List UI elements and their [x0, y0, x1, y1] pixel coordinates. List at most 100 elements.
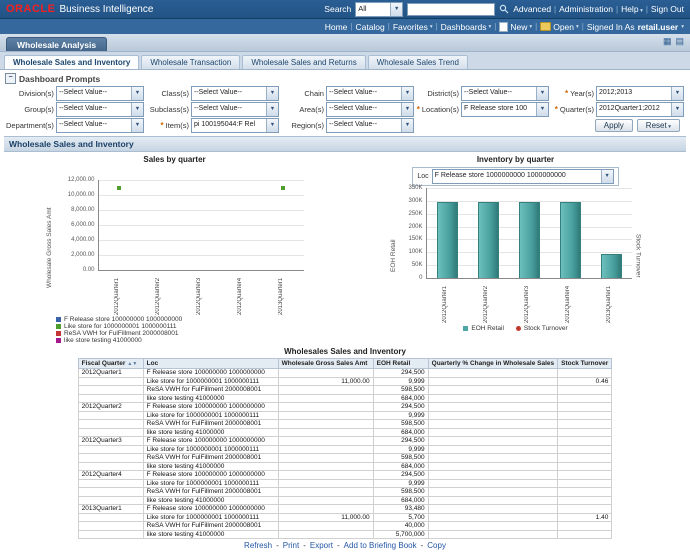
- y-tick: 200K: [408, 223, 423, 230]
- cell: [427, 402, 559, 412]
- printer-icon[interactable]: ▤: [675, 36, 684, 46]
- apply-button[interactable]: Apply: [594, 118, 633, 132]
- prompt-field-group-s: Group(s) --Select Value-- ▼: [6, 101, 144, 117]
- dashboard-prompts: Division(s) --Select Value-- ▼ Class(s) --Se…: [4, 85, 686, 136]
- table-row: like store testing 41000000 5,700,000: [77, 529, 613, 539]
- legend-label: ReSA VWH for FulFillment 2000008001: [64, 330, 179, 337]
- cell: [277, 478, 374, 488]
- prompt-select-area-s[interactable]: --Select Value-- ▼: [325, 101, 414, 117]
- loc-prompt-row: Loc F Release store 1000000000 100000000…: [345, 167, 686, 186]
- cell: [277, 368, 374, 378]
- app-header: ORACLE Business Intelligence Search All …: [0, 0, 690, 34]
- nav-dashboards[interactable]: Dashboards ▾: [440, 21, 492, 32]
- loc-select[interactable]: F Release store 1000000000 1000000000 ▼: [431, 169, 614, 184]
- separator: -: [420, 541, 424, 550]
- y-tick: 150K: [408, 236, 423, 243]
- dashboard-toolbar: ▦ ▤: [663, 36, 684, 47]
- footer-link-copy[interactable]: Copy: [427, 541, 446, 550]
- chevron-down-icon: ▾: [638, 8, 643, 14]
- column-header-loc: Loc: [142, 358, 279, 369]
- tab-wholesale-sales-and-inventory[interactable]: Wholesale Sales and Inventory: [4, 55, 140, 69]
- header-link-advanced[interactable]: Advanced: [513, 4, 552, 14]
- cell: [557, 453, 613, 463]
- dashboard-tab[interactable]: Wholesale Analysis: [6, 37, 108, 51]
- nav-open[interactable]: Open ▾: [540, 22, 579, 32]
- cell: [277, 453, 374, 463]
- selected-value: --Select Value--: [58, 120, 108, 128]
- plot-area: [97, 180, 304, 271]
- collapse-icon[interactable]: −: [5, 73, 16, 84]
- reset-button[interactable]: Reset ▾: [636, 118, 680, 132]
- x-axis-label: 2013Quarter1: [278, 277, 284, 315]
- search-scope-select[interactable]: All ▼: [355, 1, 404, 17]
- cell: 598,500: [372, 487, 429, 497]
- cell: [427, 444, 559, 454]
- prompt-select-department-s[interactable]: --Select Value-- ▼: [55, 117, 144, 133]
- header-link-administration[interactable]: Administration: [559, 4, 613, 14]
- nav-home[interactable]: Home: [324, 21, 348, 32]
- legend-item: ReSA VWH for FulFillment 2000008001: [56, 330, 345, 337]
- y-tick: 2,000.00: [71, 252, 95, 258]
- prompt-select-class-s[interactable]: --Select Value-- ▼: [190, 85, 279, 101]
- prompt-select-item-s[interactable]: pi 100195044:F Rel ▼: [190, 117, 279, 133]
- header-link-help[interactable]: Help ▾: [621, 4, 643, 14]
- header-link-sign-out[interactable]: Sign Out: [650, 4, 684, 14]
- tab-wholesale-sales-trend[interactable]: Wholesale Sales Trend: [367, 55, 468, 69]
- cell: [427, 410, 559, 420]
- sort-icons[interactable]: ▲▼: [127, 361, 138, 367]
- cell: [277, 444, 374, 454]
- required-marker: *: [416, 104, 420, 114]
- user-menu[interactable]: retail.user: [637, 21, 679, 32]
- nav-new[interactable]: New ▾: [499, 21, 532, 32]
- tab-wholesale-transaction[interactable]: Wholesale Transaction: [141, 55, 241, 69]
- selected-value: --Select Value--: [58, 104, 108, 112]
- legend-swatch: [463, 326, 469, 331]
- search-input[interactable]: [407, 2, 496, 16]
- separator: -: [303, 541, 306, 550]
- tab-wholesale-sales-and-returns[interactable]: Wholesale Sales and Returns: [242, 55, 366, 69]
- prompt-select-location-s[interactable]: F Release store 100 ▼: [460, 101, 549, 117]
- cell: F Release store 100000000 1000000000: [142, 470, 279, 480]
- cell: [427, 487, 559, 497]
- search-icon[interactable]: [499, 4, 509, 14]
- x-axis-label: 2012Quarter1: [114, 277, 120, 315]
- prompt-select-region-s[interactable]: --Select Value-- ▼: [325, 117, 414, 133]
- prompt-label: Group(s): [24, 104, 54, 114]
- gridline: [98, 195, 304, 196]
- fiscal-quarter-cell: [77, 376, 144, 386]
- prompt-select-quarter-s[interactable]: 2012Quarter1;2012 ▼: [596, 101, 684, 117]
- page-options-icon[interactable]: ▦: [662, 36, 672, 46]
- cell: [557, 495, 613, 505]
- prompt-label: District(s): [427, 88, 459, 98]
- prompt-select-subclass-s[interactable]: --Select Value-- ▼: [190, 101, 279, 117]
- prompt-select-year-s[interactable]: 2012;2013 ▼: [596, 85, 684, 101]
- prompt-select-chain[interactable]: --Select Value-- ▼: [325, 85, 414, 101]
- prompt-select-division-s[interactable]: --Select Value-- ▼: [55, 85, 144, 101]
- prompt-select-group-s[interactable]: --Select Value-- ▼: [55, 101, 144, 117]
- footer-link-refresh[interactable]: Refresh: [244, 541, 273, 550]
- cell: [427, 453, 559, 463]
- chevron-down-icon: ▼: [535, 102, 548, 116]
- cell: 0.46: [557, 376, 613, 386]
- legend-swatch: [56, 331, 61, 336]
- footer-link-export[interactable]: Export: [309, 541, 333, 550]
- column-header-stock-turnover: Stock Turnover: [557, 358, 613, 369]
- x-axis-label: 2012Quarter2: [483, 285, 489, 323]
- column-header-fiscal-quarter[interactable]: Fiscal Quarter ▲▼: [77, 358, 144, 369]
- cell: 684,000: [372, 495, 429, 505]
- x-axis-label: 2012Quarter4: [237, 277, 243, 315]
- column-header-eoh-retail: EOH Retail: [372, 358, 429, 369]
- new-icon: [499, 21, 509, 32]
- footer-link-print[interactable]: Print: [282, 541, 300, 550]
- cell: Like store for 1000000001 1000000111: [142, 444, 279, 454]
- footer-link-add-to-briefing-book[interactable]: Add to Briefing Book: [343, 541, 417, 550]
- x-axis-label: 2012Quarter3: [524, 285, 530, 323]
- table-row: ReSA VWH for FulFillment 2000008001 598,5…: [77, 453, 613, 463]
- cell: [427, 376, 559, 386]
- cell: [557, 436, 613, 446]
- nav-favorites[interactable]: Favorites ▾: [392, 21, 433, 32]
- nav-catalog[interactable]: Catalog: [355, 21, 385, 32]
- prompt-select-district-s[interactable]: --Select Value-- ▼: [460, 85, 549, 101]
- section-header: Wholesale Sales and Inventory: [4, 136, 686, 152]
- chevron-down-icon: ▼: [130, 118, 143, 132]
